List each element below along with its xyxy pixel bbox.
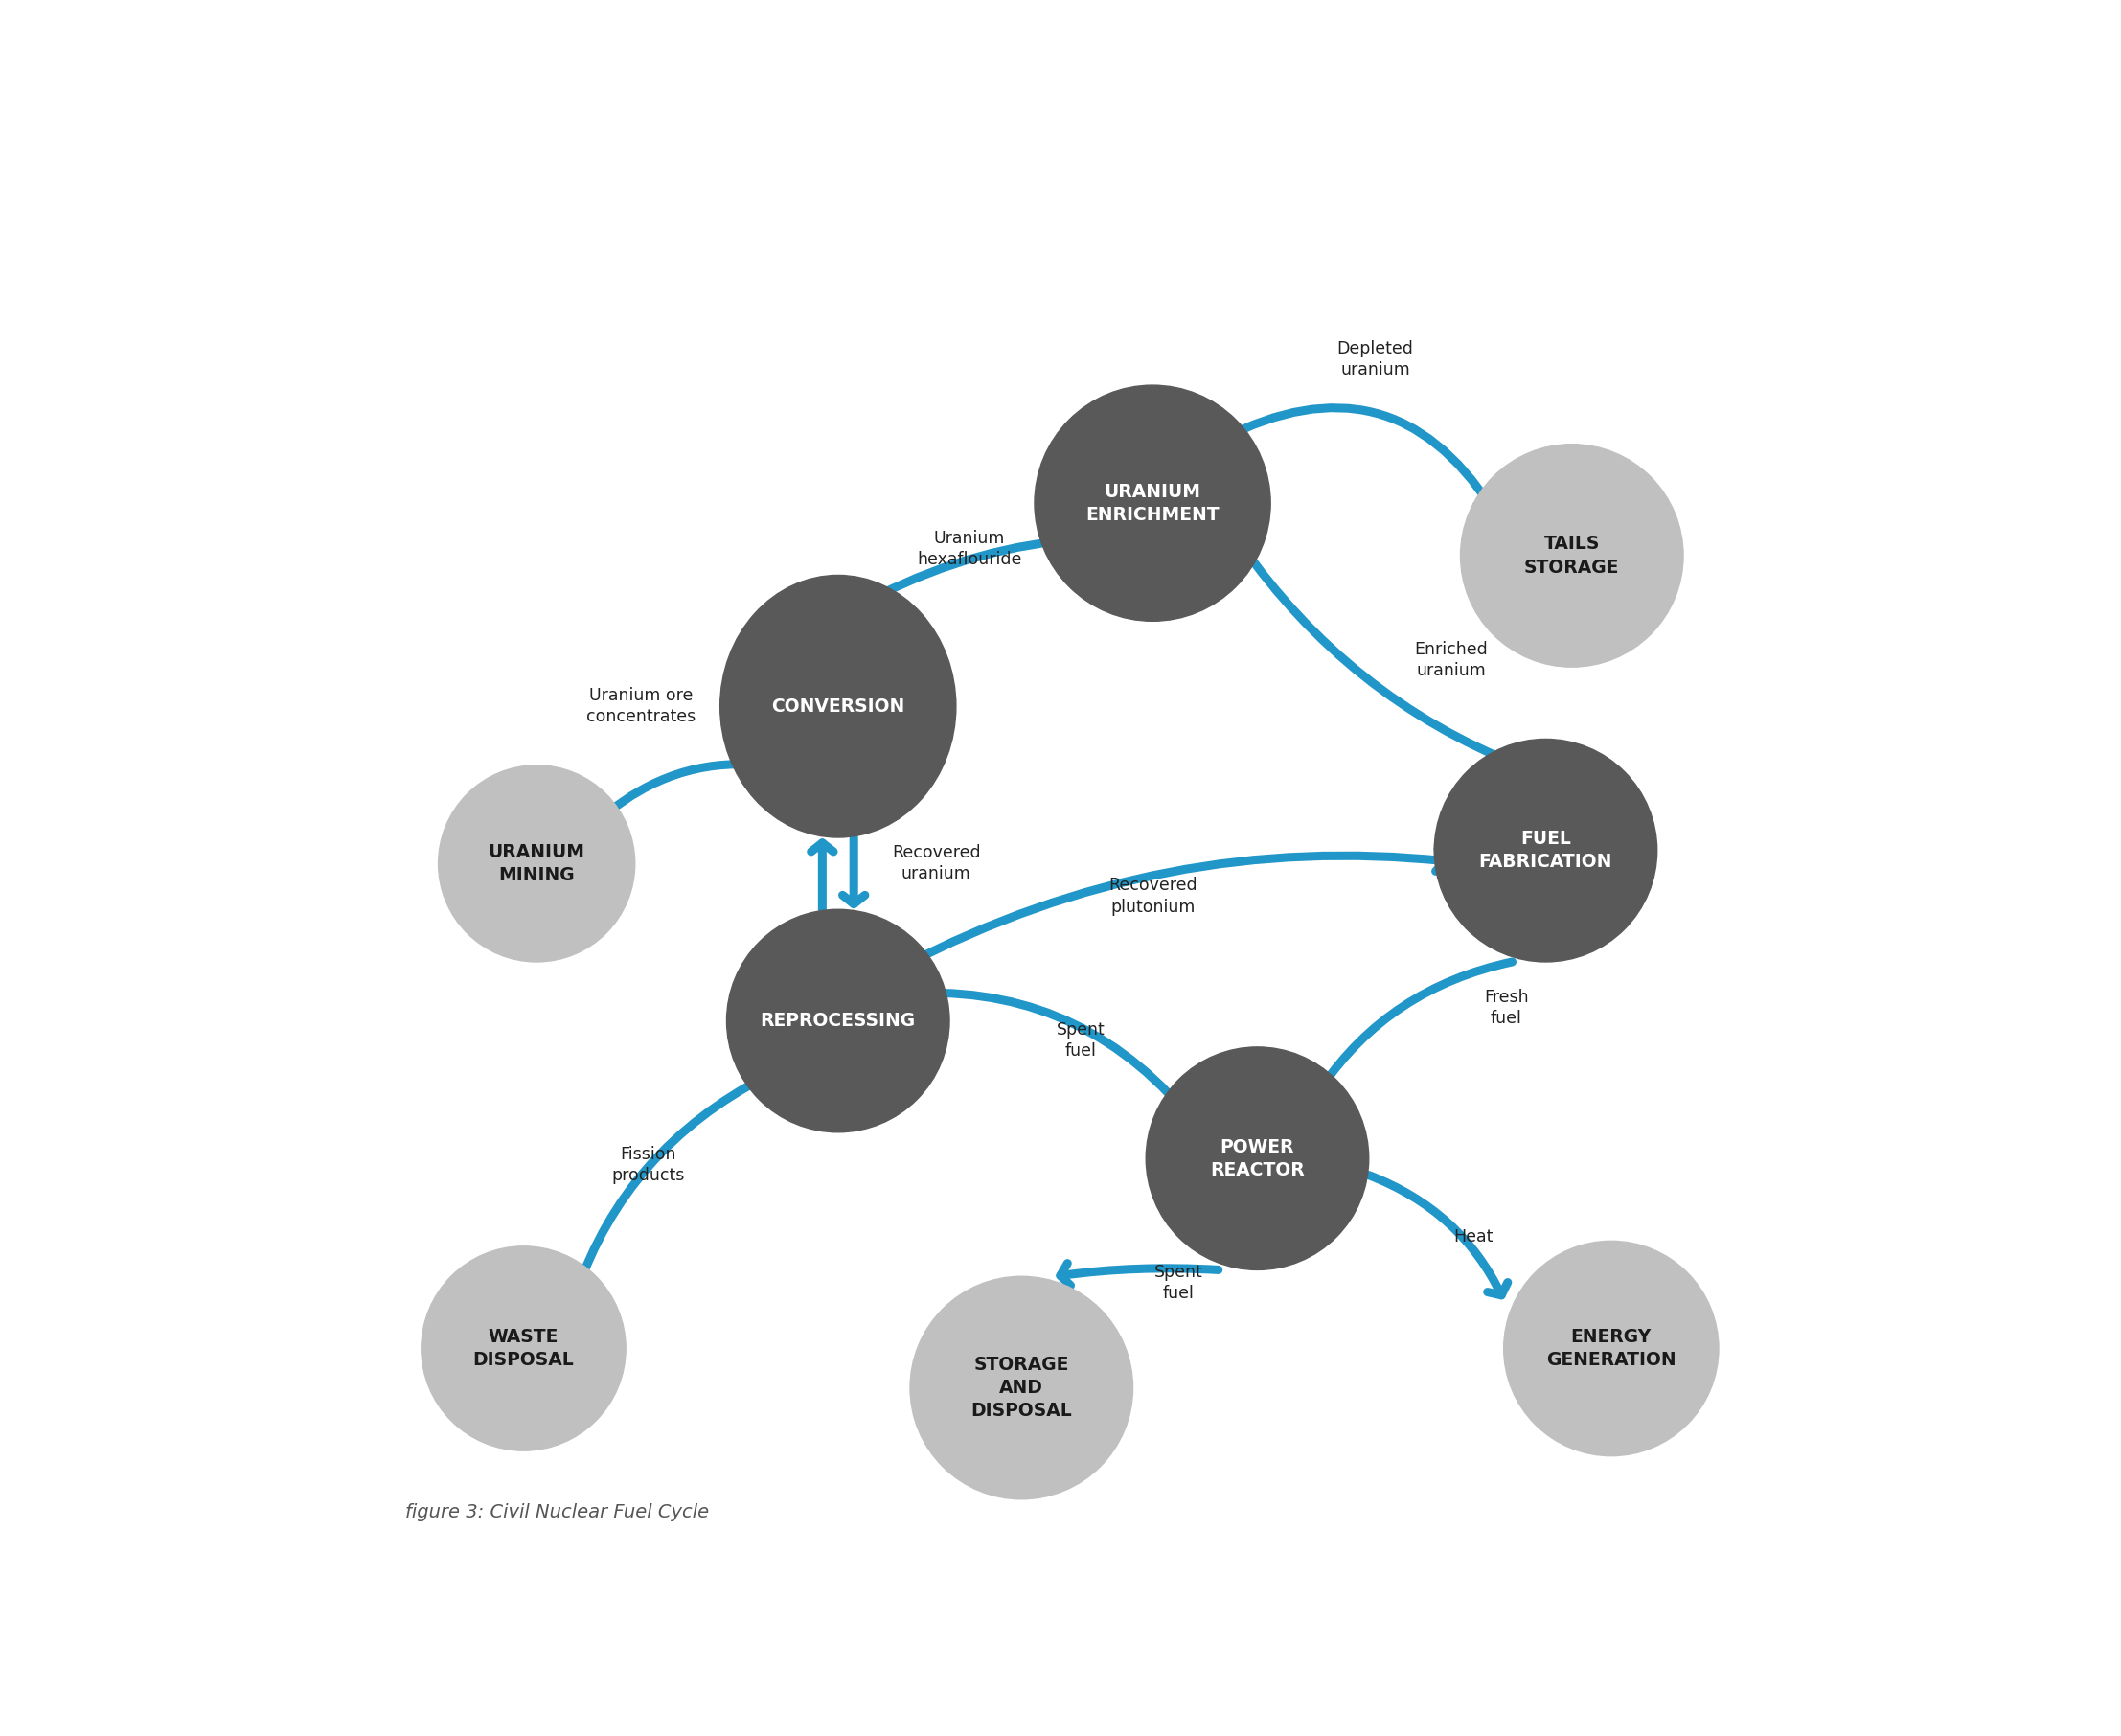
Ellipse shape [422,1246,626,1451]
Ellipse shape [1461,444,1684,667]
Ellipse shape [1035,385,1270,621]
Text: figure 3: Civil Nuclear Fuel Cycle: figure 3: Civil Nuclear Fuel Cycle [405,1503,708,1521]
Text: Spent
fuel: Spent fuel [1056,1021,1105,1059]
Text: STORAGE
AND
DISPOSAL: STORAGE AND DISPOSAL [971,1356,1071,1420]
Text: Enriched
uranium: Enriched uranium [1415,641,1489,681]
FancyArrowPatch shape [1224,408,1495,507]
FancyArrowPatch shape [842,837,865,904]
FancyArrowPatch shape [1368,1175,1508,1295]
Ellipse shape [439,766,634,962]
Text: Recovered
uranium: Recovered uranium [893,844,980,884]
Ellipse shape [1145,1047,1368,1269]
Text: Fresh
fuel: Fresh fuel [1485,988,1529,1028]
FancyArrowPatch shape [810,844,834,910]
Text: CONVERSION: CONVERSION [772,698,906,715]
Text: URANIUM
MINING: URANIUM MINING [488,844,585,884]
Text: Spent
fuel: Spent fuel [1154,1264,1203,1302]
Text: FUEL
FABRICATION: FUEL FABRICATION [1478,830,1612,871]
FancyArrowPatch shape [906,849,1447,965]
FancyArrowPatch shape [880,528,1082,595]
Text: Depleted
uranium: Depleted uranium [1336,340,1413,378]
FancyArrowPatch shape [1060,1264,1217,1285]
Text: Uranium ore
concentrates: Uranium ore concentrates [588,687,696,726]
Ellipse shape [728,910,950,1132]
Text: Uranium
hexaflouride: Uranium hexaflouride [916,529,1022,568]
Text: Recovered
plutonium: Recovered plutonium [1107,877,1196,915]
Text: Heat: Heat [1453,1229,1493,1246]
Text: TAILS
STORAGE: TAILS STORAGE [1525,535,1620,576]
FancyArrowPatch shape [568,1076,766,1292]
FancyArrowPatch shape [1317,962,1512,1087]
Text: REPROCESSING: REPROCESSING [759,1012,916,1029]
FancyArrowPatch shape [604,753,755,814]
Ellipse shape [910,1276,1133,1500]
Text: URANIUM
ENRICHMENT: URANIUM ENRICHMENT [1086,483,1220,524]
Text: WASTE
DISPOSAL: WASTE DISPOSAL [473,1328,575,1370]
Ellipse shape [1504,1241,1718,1457]
Ellipse shape [721,575,957,837]
Text: ENERGY
GENERATION: ENERGY GENERATION [1546,1328,1676,1370]
FancyArrowPatch shape [1241,545,1519,773]
Text: Fission
products: Fission products [611,1146,685,1184]
Text: POWER
REACTOR: POWER REACTOR [1211,1137,1304,1179]
Ellipse shape [1434,740,1657,962]
FancyArrowPatch shape [921,981,1196,1125]
